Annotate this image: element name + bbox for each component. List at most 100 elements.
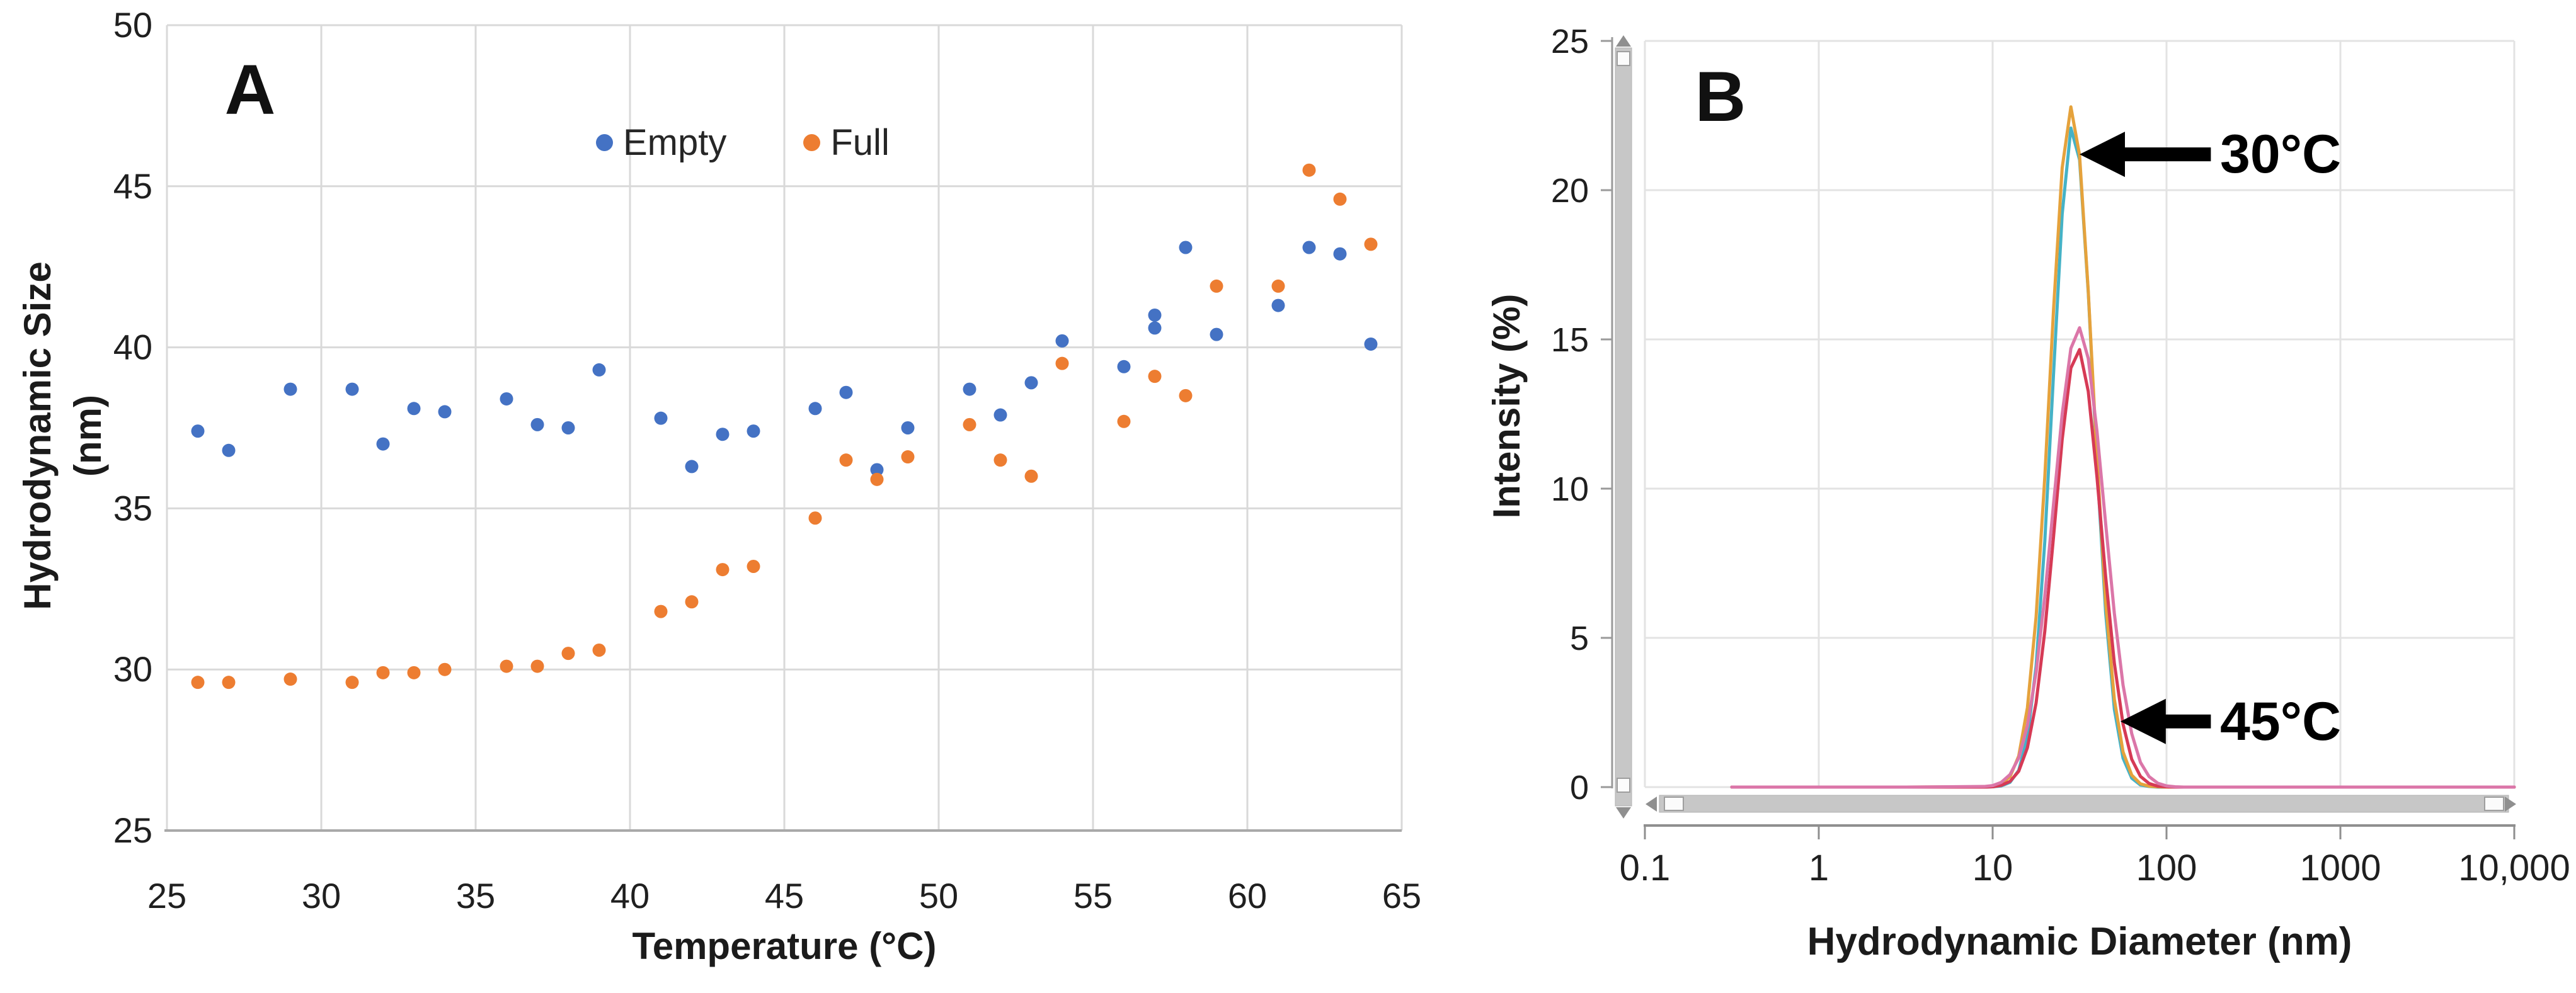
annotation-arrow xyxy=(2120,698,2211,744)
scatter-point-full xyxy=(283,672,297,686)
scatter-point-empty xyxy=(438,405,452,419)
scatter-point-full xyxy=(592,644,606,657)
scatter-point-full xyxy=(1055,356,1069,370)
scatter-point-full xyxy=(839,453,853,467)
x-tick-label: 55 xyxy=(1073,876,1113,916)
legend-label-full: Full xyxy=(830,122,890,163)
scatter-point-full xyxy=(500,659,513,673)
y-tick-label: 0 xyxy=(1570,769,1589,807)
panel-b-label: B xyxy=(1695,57,1746,136)
scatter-point-full xyxy=(1024,469,1038,483)
scatter-point-empty xyxy=(1179,241,1193,254)
y-tick-label: 20 xyxy=(1551,172,1589,210)
scatter-point-empty xyxy=(901,421,915,434)
scatter-point-full xyxy=(1148,370,1162,383)
scatter-point-empty xyxy=(654,411,668,425)
x-tick-label: 10 xyxy=(1972,848,2013,888)
scatter-point-full xyxy=(808,511,822,525)
y-tick-label: 10 xyxy=(1551,470,1589,508)
scatter-point-empty xyxy=(592,363,606,377)
scatter-point-full xyxy=(1302,163,1316,177)
scatter-point-full xyxy=(901,450,915,464)
v-scrollbar-track[interactable] xyxy=(1615,47,1632,807)
v-scrollbar-up-arrow-icon[interactable] xyxy=(1616,35,1631,47)
scatter-point-empty xyxy=(1271,298,1285,312)
scatter-point-empty xyxy=(716,428,730,441)
legend-marker-empty xyxy=(596,133,613,151)
y-tick-label: 5 xyxy=(1570,620,1589,657)
scatter-point-empty xyxy=(1210,327,1223,341)
scatter-point-empty xyxy=(1055,334,1069,348)
x-tick-label: 1 xyxy=(1809,848,1829,888)
panel-a-x-axis-title: Temperature (°C) xyxy=(632,925,937,967)
scatter-point-full xyxy=(407,666,421,679)
h-scrollbar-left-arrow-icon[interactable] xyxy=(1646,797,1657,812)
scatter-point-full xyxy=(993,453,1007,467)
x-tick-label: 40 xyxy=(610,876,650,916)
scatter-point-empty xyxy=(1302,241,1316,254)
y-tick-label: 45 xyxy=(113,166,152,206)
intensity-curve xyxy=(1730,326,2516,789)
scatter-point-full xyxy=(1333,192,1347,206)
scatter-point-empty xyxy=(747,424,760,438)
v-scrollbar-top-thumb[interactable] xyxy=(1617,51,1630,66)
scatter-point-empty xyxy=(1117,360,1131,373)
legend-item-full: Full xyxy=(803,122,890,164)
scatter-point-full xyxy=(716,563,730,577)
y-tick-label: 15 xyxy=(1551,321,1589,359)
scatter-point-empty xyxy=(993,408,1007,422)
y-tick-label: 25 xyxy=(1551,23,1589,60)
y-tick-label: 25 xyxy=(113,810,152,850)
scatter-point-full xyxy=(1117,414,1131,428)
x-tick-label: 10,000 xyxy=(2458,848,2570,888)
scatter-point-full xyxy=(345,676,359,689)
scatter-point-full xyxy=(561,647,575,661)
scatter-point-full xyxy=(747,559,760,573)
x-tick-label: 60 xyxy=(1228,876,1267,916)
legend-marker-full xyxy=(803,133,821,151)
scatter-point-empty xyxy=(561,421,575,434)
v-scrollbar-down-arrow-icon[interactable] xyxy=(1616,807,1631,819)
scatter-point-full xyxy=(222,676,236,689)
scatter-point-empty xyxy=(1148,321,1162,335)
scatter-point-empty xyxy=(222,443,236,457)
x-tick-label: 100 xyxy=(2136,848,2197,888)
x-tick-label: 35 xyxy=(456,876,495,916)
scatter-point-empty xyxy=(870,463,884,477)
h-scrollbar-left-thumb[interactable] xyxy=(1664,797,1684,811)
y-tick-label: 35 xyxy=(113,488,152,528)
x-tick-label: 45 xyxy=(765,876,804,916)
scatter-point-full xyxy=(1271,279,1285,293)
v-scrollbar-bottom-thumb[interactable] xyxy=(1617,778,1630,793)
scatter-point-empty xyxy=(191,424,205,438)
h-scrollbar-right-thumb[interactable] xyxy=(2484,797,2504,811)
scatter-point-empty xyxy=(839,385,853,399)
annotation-arrow xyxy=(2080,132,2211,178)
h-scrollbar-right-arrow-icon[interactable] xyxy=(2505,797,2516,812)
y-tick-label: 50 xyxy=(113,5,152,45)
h-scrollbar-track[interactable] xyxy=(1659,795,2509,813)
scatter-point-empty xyxy=(345,382,359,396)
scatter-point-empty xyxy=(963,382,976,396)
legend-item-empty: Empty xyxy=(596,122,726,164)
scatter-point-full xyxy=(438,662,452,676)
panel-a-y-axis-title: Hydrodynamic Size (nm) xyxy=(16,261,109,610)
scatter-point-full xyxy=(963,417,976,431)
scatter-point-empty xyxy=(407,402,421,416)
scatter-point-empty xyxy=(685,460,699,474)
scatter-point-empty xyxy=(283,382,297,396)
scatter-point-full xyxy=(870,472,884,486)
scatter-point-empty xyxy=(500,392,513,406)
scatter-point-full xyxy=(376,666,390,679)
scatter-point-full xyxy=(530,659,544,673)
legend-label-empty: Empty xyxy=(623,122,727,163)
x-tick-label: 0.1 xyxy=(1620,848,1671,888)
y-tick-label: 40 xyxy=(113,327,152,367)
x-tick-label: 30 xyxy=(302,876,341,916)
scatter-point-empty xyxy=(376,437,390,451)
scatter-point-full xyxy=(1364,237,1378,251)
x-tick-label: 1000 xyxy=(2299,848,2381,888)
scatter-point-full xyxy=(1179,389,1193,402)
scatter-point-full xyxy=(654,604,668,618)
